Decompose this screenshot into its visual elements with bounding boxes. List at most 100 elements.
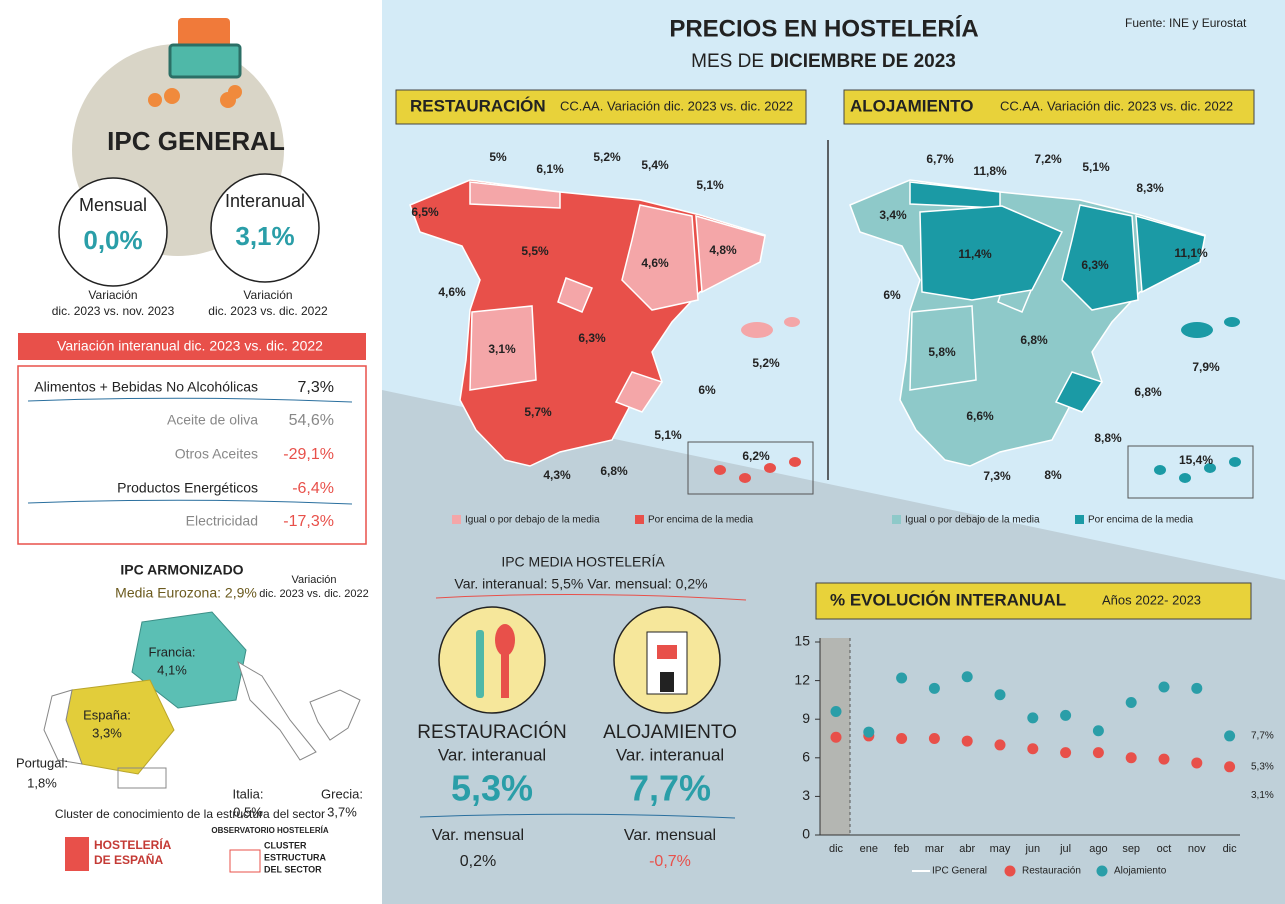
logo-text: OBSERVATORIO HOSTELERÍA [211,826,328,835]
x-tick-label: jun [1024,843,1040,855]
map-island [784,317,800,327]
mensual-circle [58,177,168,287]
map-label: 6% [883,288,901,302]
logo-text: DEL SECTOR [264,864,322,874]
x-tick-label: dic [1223,843,1238,855]
data-point [1092,747,1104,759]
map-region [909,305,977,391]
legend-swatch [1075,515,1084,524]
country-value: 3,3% [92,725,122,740]
sector-value: -0,7% [649,853,691,870]
ipc-note: Variación [88,288,137,302]
map-label: 5% [489,150,507,164]
data-point [961,671,973,683]
logo-text: DE ESPAÑA [94,852,163,867]
map-title: RESTAURACIÓN [410,96,546,115]
canarias-box [687,441,814,495]
map-subtitle: CC.AA. Variación dic. 2023 vs. dic. 2022 [1000,98,1233,113]
ipc-value: 3,1% [235,221,294,251]
y-tick-label: 9 [802,710,810,726]
row-value: 7,3% [298,379,334,396]
map-label: 6,8% [1020,333,1048,347]
y-tick-label: 0 [802,826,810,842]
country-value: 4,1% [157,662,187,677]
data-point [1191,757,1203,769]
country-name: Francia: [149,644,196,659]
map-label: 7,2% [1034,152,1062,166]
x-tick-label: sep [1122,843,1140,855]
map-canarias-box [117,767,167,789]
map-label: 5,4% [641,158,669,172]
icon-coin [148,93,162,107]
legend-label: Alojamiento [1114,866,1167,877]
legend-label: Igual o por debajo de la media [905,515,1040,526]
map-label: 8,8% [1094,431,1122,445]
sector-label: Var. interanual [616,745,724,764]
underline [419,813,736,819]
map-label: 7,9% [1192,360,1220,374]
map-label: 4,8% [709,243,737,257]
map-island [741,322,773,338]
map-label: 6,8% [600,464,628,478]
map-island [1181,322,1213,338]
data-point [1027,712,1039,724]
map-portugal [43,689,83,765]
ipc-note: Variación [243,288,292,302]
sector-title: RESTAURACIÓN [417,721,567,743]
y-tick-label: 12 [794,671,810,687]
plate-icon [438,606,546,714]
map-label: 6,5% [411,205,439,219]
map-island [764,463,776,473]
map-island [789,457,801,467]
country-value: 0,5% [233,804,263,819]
map-region [919,205,1064,301]
map-label: 3,1% [488,342,516,356]
icon-bill [168,43,242,79]
data-point [994,689,1006,701]
sector-label: Var. mensual [624,827,716,844]
map-label: 6,8% [1134,385,1162,399]
x-tick-label: ene [860,843,878,855]
value-label: 5,3% [1251,761,1274,772]
ipc-title: IPC GENERAL [107,126,285,156]
value-label: 3,1% [1251,790,1274,801]
chart-subtitle: Años 2022- 2023 [1102,592,1201,607]
sector-value: 7,7% [629,768,711,809]
x-tick-label: ago [1089,843,1107,855]
map-region [1135,214,1206,294]
map-region [1054,371,1104,413]
section-title: IPC MEDIA HOSTELERÍA [501,554,665,570]
legend-label: IPC General [932,866,987,877]
row-label: Alimentos + Bebidas No Alcohólicas [34,379,258,395]
legend-swatch [1096,865,1108,877]
country-name: Grecia: [321,786,363,801]
x-tick-label: oct [1157,843,1172,855]
y-tick-label: 3 [802,787,810,803]
map-greece [309,689,361,741]
map-region [695,214,766,294]
map-label: 4,3% [543,468,571,482]
map-label: 6,7% [926,152,954,166]
x-tick-label: may [990,843,1011,855]
map-label: 5,1% [654,428,682,442]
icon-coin [164,88,180,104]
map-island [1204,463,1216,473]
map-region [557,277,593,313]
sector-label: Var. interanual [438,745,546,764]
map-label: 6% [698,383,716,397]
ipc-note: dic. 2023 vs. nov. 2023 [52,304,175,318]
map-region [614,371,664,413]
logo-mark [65,837,89,871]
banner [815,582,1252,620]
legend-label: Por encima de la media [648,515,753,526]
map-label: 5,2% [593,150,621,164]
map-france [131,611,247,709]
note: Variación [291,574,336,586]
ipc-label: Interanual [225,191,305,211]
map-label: 6,3% [1081,258,1109,272]
data-point [1158,753,1170,765]
sector-value: 0,2% [460,853,496,870]
map-region [621,204,699,311]
logo-text: ESTRUCTURA [264,852,326,862]
media: Media Eurozona: 2,9% [115,585,257,601]
